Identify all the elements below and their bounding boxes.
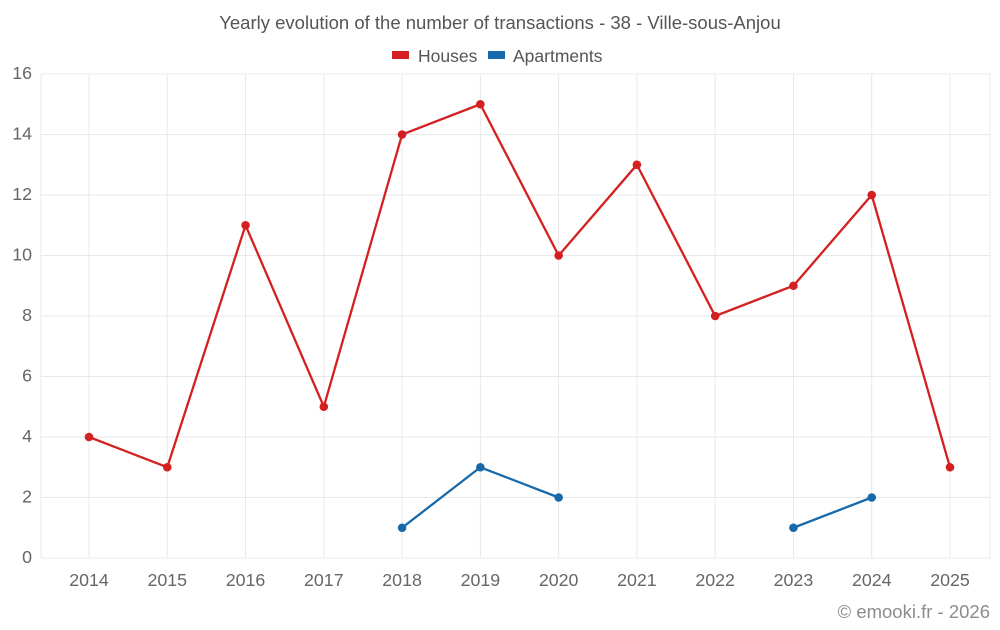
svg-text:10: 10 bbox=[12, 245, 32, 265]
svg-text:6: 6 bbox=[22, 366, 32, 386]
svg-text:2017: 2017 bbox=[304, 570, 344, 590]
svg-text:2020: 2020 bbox=[539, 570, 579, 590]
svg-text:4: 4 bbox=[22, 426, 32, 446]
svg-text:2016: 2016 bbox=[226, 570, 266, 590]
svg-text:2021: 2021 bbox=[617, 570, 657, 590]
svg-text:2023: 2023 bbox=[774, 570, 814, 590]
svg-text:16: 16 bbox=[12, 63, 32, 83]
svg-text:2014: 2014 bbox=[69, 570, 109, 590]
svg-text:8: 8 bbox=[22, 305, 32, 325]
svg-text:2018: 2018 bbox=[382, 570, 422, 590]
svg-text:0: 0 bbox=[22, 547, 32, 567]
svg-text:2022: 2022 bbox=[695, 570, 735, 590]
svg-text:12: 12 bbox=[12, 184, 32, 204]
svg-text:2015: 2015 bbox=[147, 570, 187, 590]
svg-text:14: 14 bbox=[12, 124, 32, 144]
svg-text:2024: 2024 bbox=[852, 570, 892, 590]
svg-text:2025: 2025 bbox=[930, 570, 970, 590]
svg-text:2: 2 bbox=[22, 487, 32, 507]
svg-text:2019: 2019 bbox=[461, 570, 501, 590]
